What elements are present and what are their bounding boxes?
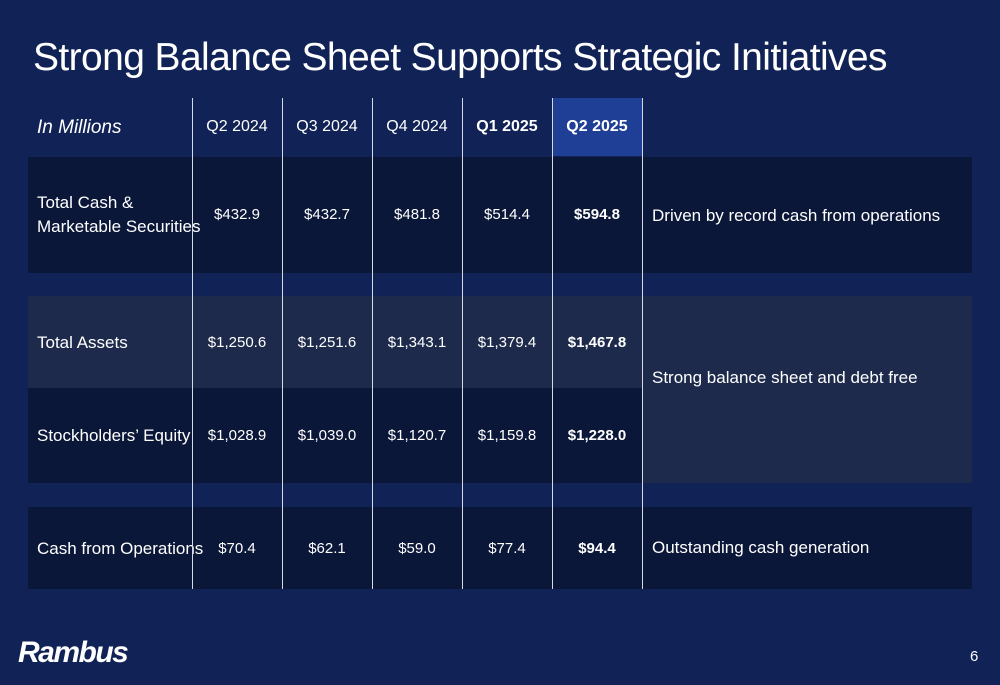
row-operations-background: [28, 507, 972, 589]
table-cell: $481.8: [394, 206, 440, 223]
table-cell-current: $1,467.8: [567, 334, 627, 351]
row-label-stockholders-equity: Stockholders’ Equity: [37, 426, 191, 445]
column-divider: [552, 98, 553, 589]
table-cell: $432.7: [304, 206, 350, 223]
table-cell-current: $594.8: [574, 206, 620, 223]
table-cell: $1,120.7: [387, 427, 447, 444]
row-cash-background: [28, 157, 972, 273]
column-header-q3-2024: Q3 2024: [296, 118, 358, 135]
units-label: In Millions: [37, 117, 122, 138]
row-assets-background: [28, 296, 972, 388]
row-equity-background: [28, 388, 642, 483]
table-cell: $1,039.0: [297, 427, 357, 444]
column-header-q2-2025: Q2 2025: [552, 98, 642, 156]
column-divider: [462, 98, 463, 589]
table-cell: $59.0: [398, 540, 436, 557]
table-cell-current: $94.4: [578, 540, 616, 557]
comment-cash: Driven by record cash from operations: [652, 206, 941, 225]
column-header-q4-2024: Q4 2024: [386, 118, 448, 135]
column-divider: [372, 98, 373, 589]
page-number: 6: [970, 648, 979, 665]
table-cell: $70.4: [218, 540, 256, 557]
comment-balance-background: [642, 388, 972, 483]
row-label-total-assets: Total Assets: [37, 333, 128, 352]
table-cell: $1,159.8: [477, 427, 537, 444]
table-cell-current: $1,228.0: [567, 427, 627, 444]
table-cell: $1,250.6: [207, 334, 267, 351]
column-header-q2-2024: Q2 2024: [206, 118, 268, 135]
slide-title: Strong Balance Sheet Supports Strategic …: [33, 36, 888, 79]
rambus-logo: Rambus: [18, 636, 129, 669]
row-label-cash-from-operations: Cash from Operations: [37, 539, 204, 558]
table-cell: $1,251.6: [297, 334, 357, 351]
row-label-total-cash: Total Cash & Marketable Securities: [37, 191, 200, 239]
table-cell: $77.4: [488, 540, 526, 557]
column-divider: [282, 98, 283, 589]
row-label-total-cash-line1: Total Cash &: [37, 193, 134, 212]
table-cell: $62.1: [308, 540, 346, 557]
table-cell: $1,379.4: [477, 334, 537, 351]
column-divider: [192, 98, 193, 589]
column-header-q1-2025: Q1 2025: [476, 118, 538, 135]
table-cell: $1,028.9: [207, 427, 267, 444]
comment-operations: Outstanding cash generation: [652, 538, 870, 557]
table-cell: $1,343.1: [387, 334, 447, 351]
table-cell: $432.9: [214, 206, 260, 223]
table-cell: $514.4: [484, 206, 530, 223]
row-label-total-cash-line2: Marketable Securities: [37, 217, 201, 236]
column-divider: [642, 98, 643, 589]
comment-balance: Strong balance sheet and debt free: [652, 368, 918, 387]
